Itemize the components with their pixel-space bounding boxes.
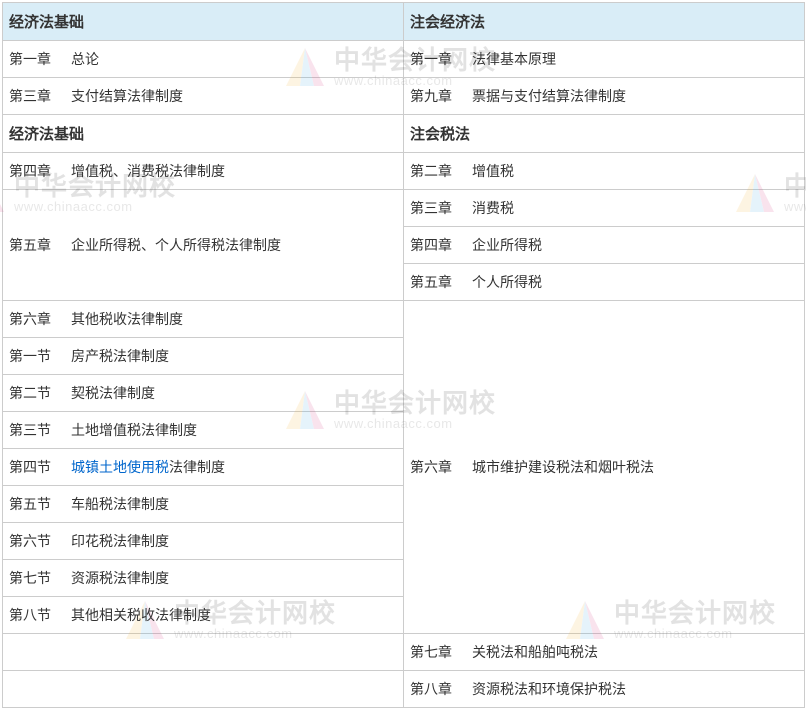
section-header-left: 经济法基础 [3,115,404,153]
cell-title: 其他税收法律制度 [71,311,183,327]
cell-left-merged: 第五章 企业所得税、个人所得税法律制度 [3,190,404,301]
cell-left-empty [3,634,404,671]
cell-title: 增值税、消费税法律制度 [71,163,225,179]
cell-title: 关税法和船舶吨税法 [472,644,598,660]
cell-title: 票据与支付结算法律制度 [472,88,626,104]
cell-left: 第一节 房产税法律制度 [3,338,404,375]
cell-left: 第四节 城镇土地使用税法律制度 [3,449,404,486]
cell-right: 第三章 消费税 [404,190,805,227]
cell-title: 资源税法律制度 [71,570,169,586]
cell-title: 城市维护建设税法和烟叶税法 [472,459,654,475]
cell-title: 法律基本原理 [472,51,556,67]
cell-left: 第六章 其他税收法律制度 [3,301,404,338]
cell-left: 第四章 增值税、消费税法律制度 [3,153,404,190]
cell-left: 第八节 其他相关税收法律制度 [3,597,404,634]
chapter-number: 第三章 [9,86,57,106]
chapter-number: 第四节 [9,457,57,477]
cell-left: 第六节 印花税法律制度 [3,523,404,560]
cell-left: 第三章 支付结算法律制度 [3,78,404,115]
chapter-number: 第三节 [9,420,57,440]
chapter-number: 第八节 [9,605,57,625]
cell-title: 支付结算法律制度 [71,88,183,104]
chapter-number: 第一章 [410,49,458,69]
cell-title: 印花税法律制度 [71,533,169,549]
header-right: 注会经济法 [404,3,805,41]
chapter-number: 第八章 [410,679,458,699]
chapter-number: 第五章 [9,235,57,255]
chapter-number: 第六章 [9,309,57,329]
chapter-number: 第九章 [410,86,458,106]
cell-title: 契税法律制度 [71,385,155,401]
cell-title: 资源税法和环境保护税法 [472,681,626,697]
cell-left: 第七节 资源税法律制度 [3,560,404,597]
chapter-number: 第四章 [410,235,458,255]
cell-suffix: 法律制度 [169,459,225,475]
cell-right: 第一章 法律基本原理 [404,41,805,78]
header-left: 经济法基础 [3,3,404,41]
comparison-table: 经济法基础 注会经济法 第一章 总论第一章 法律基本原理第三章 支付结算法律制度… [2,2,805,708]
chapter-number: 第六节 [9,531,57,551]
chapter-number: 第五章 [410,272,458,292]
chapter-number: 第三章 [410,198,458,218]
cell-title: 土地增值税法律制度 [71,422,197,438]
cell-title: 房产税法律制度 [71,348,169,364]
chapter-number: 第二节 [9,383,57,403]
chapter-number: 第五节 [9,494,57,514]
chapter-number: 第六章 [410,457,458,477]
section-header-row: 经济法基础注会税法 [3,115,805,153]
cell-right-merged: 第六章 城市维护建设税法和烟叶税法 [404,301,805,634]
cell-right: 第二章 增值税 [404,153,805,190]
table-row: 第六章 其他税收法律制度第六章 城市维护建设税法和烟叶税法 [3,301,805,338]
table-row: 第三章 支付结算法律制度第九章 票据与支付结算法律制度 [3,78,805,115]
section-header-right: 注会税法 [404,115,805,153]
cell-title: 个人所得税 [472,274,542,290]
link-text[interactable]: 城镇土地使用税 [71,459,169,475]
chapter-number: 第四章 [9,161,57,181]
cell-left-empty [3,671,404,708]
table-row: 第一章 总论第一章 法律基本原理 [3,41,805,78]
chapter-number: 第一章 [9,49,57,69]
cell-title: 消费税 [472,200,514,216]
table-row: 第七章 关税法和船舶吨税法 [3,634,805,671]
table-row: 第八章 资源税法和环境保护税法 [3,671,805,708]
cell-left: 第一章 总论 [3,41,404,78]
cell-title: 增值税 [472,163,514,179]
chapter-number: 第七章 [410,642,458,662]
cell-right: 第八章 资源税法和环境保护税法 [404,671,805,708]
chapter-number: 第二章 [410,161,458,181]
cell-title: 企业所得税 [472,237,542,253]
table-row: 第四章 增值税、消费税法律制度第二章 增值税 [3,153,805,190]
cell-title: 企业所得税、个人所得税法律制度 [71,237,281,253]
cell-title: 总论 [71,51,99,67]
table-row: 第五章 企业所得税、个人所得税法律制度第三章 消费税 [3,190,805,227]
chapter-number: 第一节 [9,346,57,366]
table-body: 第一章 总论第一章 法律基本原理第三章 支付结算法律制度第九章 票据与支付结算法… [3,41,805,708]
cell-left: 第三节 土地增值税法律制度 [3,412,404,449]
cell-title: 其他相关税收法律制度 [71,607,211,623]
cell-left: 第五节 车船税法律制度 [3,486,404,523]
cell-right: 第九章 票据与支付结算法律制度 [404,78,805,115]
chapter-number: 第七节 [9,568,57,588]
cell-title: 车船税法律制度 [71,496,169,512]
cell-right: 第七章 关税法和船舶吨税法 [404,634,805,671]
cell-right: 第四章 企业所得税 [404,227,805,264]
cell-right: 第五章 个人所得税 [404,264,805,301]
table-container: 中华会计网校www.chinaacc.com中华会计网校www.chinaacc… [2,2,804,708]
cell-left: 第二节 契税法律制度 [3,375,404,412]
table-header-row: 经济法基础 注会经济法 [3,3,805,41]
